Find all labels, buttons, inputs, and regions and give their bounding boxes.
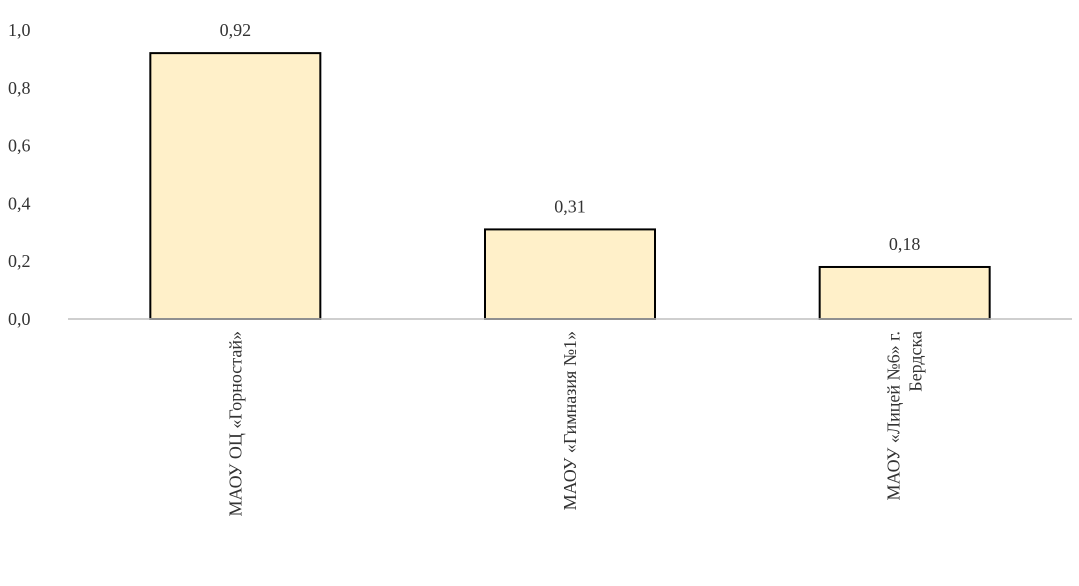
category-label-line: МАОУ «Лицей №6» г. bbox=[884, 331, 904, 500]
category-label: МАОУ «Гимназия №1» bbox=[560, 331, 580, 510]
category-label-line: Бердска bbox=[906, 331, 926, 392]
y-tick-label: 1,0 bbox=[8, 20, 31, 40]
data-label: 0,18 bbox=[889, 234, 921, 254]
bar bbox=[484, 228, 656, 320]
y-axis-ticks: 0,0 0,2 0,4 0,6 0,8 1,0 bbox=[8, 20, 31, 329]
y-tick-label: 0,2 bbox=[8, 251, 31, 271]
y-tick-label: 0,4 bbox=[8, 193, 31, 213]
category-labels: МАОУ ОЦ «Горностай» МАОУ «Гимназия №1» МАО… bbox=[225, 331, 925, 516]
data-labels: 0,92 0,31 0,18 bbox=[220, 20, 921, 254]
bars bbox=[149, 52, 991, 321]
bar bbox=[149, 52, 322, 321]
category-label: МАОУ «Лицей №6» г. Бердска bbox=[884, 331, 926, 500]
category-label-line: МАОУ «Гимназия №1» bbox=[560, 331, 580, 510]
y-tick-label: 0,6 bbox=[8, 136, 31, 156]
data-label: 0,31 bbox=[554, 196, 586, 216]
y-tick-label: 0,0 bbox=[8, 309, 31, 329]
category-label-line: МАОУ ОЦ «Горностай» bbox=[225, 331, 245, 516]
bar bbox=[818, 265, 991, 321]
data-label: 0,92 bbox=[220, 20, 252, 40]
y-tick-label: 0,8 bbox=[8, 78, 31, 98]
category-label: МАОУ ОЦ «Горностай» bbox=[225, 331, 245, 516]
